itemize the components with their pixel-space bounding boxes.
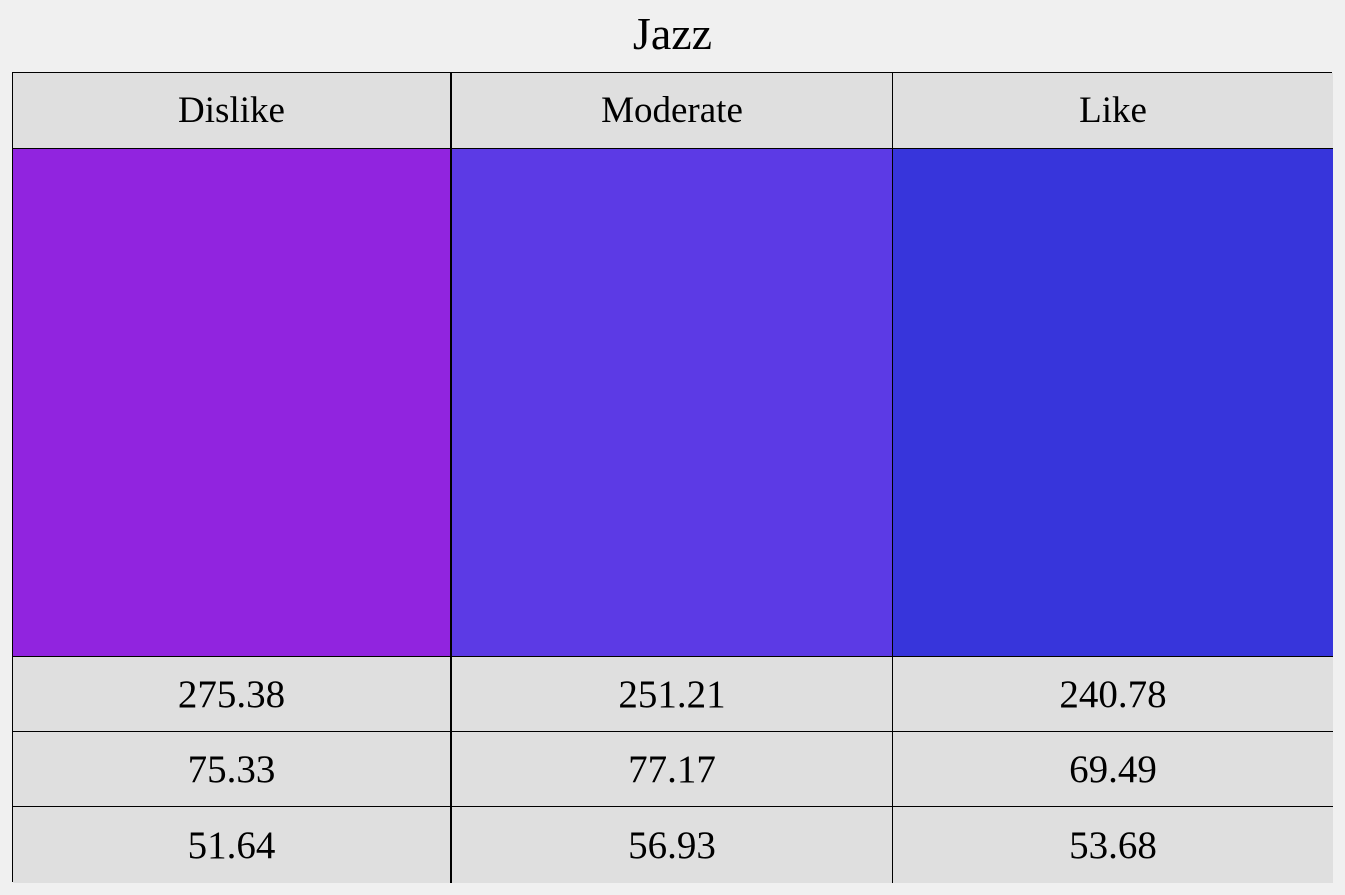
value-cell: 53.68 [893,807,1333,883]
value-cell: 275.38 [13,657,452,732]
value-cell: 251.21 [452,657,893,732]
value-cell: 51.64 [13,807,452,883]
value-cell: 56.93 [452,807,893,883]
color-swatch-like [893,149,1333,657]
column-header-like: Like [893,73,1333,149]
value-cell: 75.33 [13,732,452,807]
value-cell: 77.17 [452,732,893,807]
value-cell: 69.49 [893,732,1333,807]
column-header-moderate: Moderate [452,73,893,149]
color-swatch-dislike [13,149,452,657]
value-cell: 240.78 [893,657,1333,732]
chart-title: Jazz [632,8,713,59]
color-table: Dislike Moderate Like 275.38 251.21 240.78 75.… [12,72,1333,883]
color-swatch-moderate [452,149,893,657]
column-header-dislike: Dislike [13,73,452,149]
